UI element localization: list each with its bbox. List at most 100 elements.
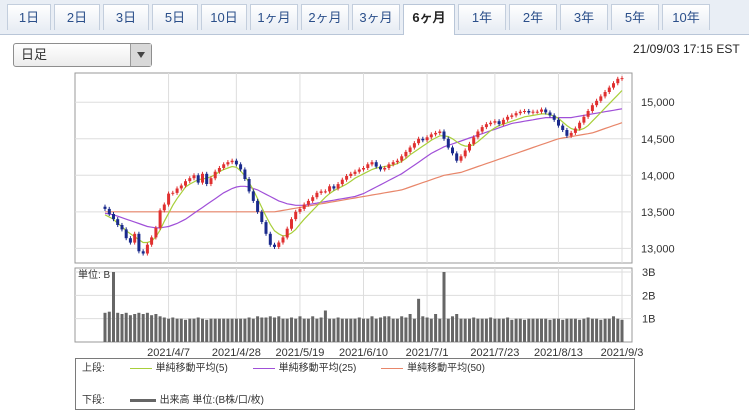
volume-bar xyxy=(315,318,319,342)
volume-bar xyxy=(353,318,357,342)
tab-6[interactable]: 2ヶ月 xyxy=(301,4,349,30)
candle xyxy=(353,171,357,174)
volume-bar xyxy=(196,317,200,342)
candle xyxy=(374,162,378,167)
interval-select-value: 日足 xyxy=(21,47,48,62)
candle xyxy=(268,233,272,245)
candle xyxy=(612,83,615,88)
chart-area: 2021/4/7 2021/4/28 2021/5/19 2021/6/10 2021/… xyxy=(74,72,675,359)
candle xyxy=(298,208,302,212)
candle xyxy=(531,111,535,113)
candle xyxy=(188,178,192,182)
candle xyxy=(234,160,238,165)
candle xyxy=(167,193,171,205)
dropdown-button[interactable] xyxy=(130,44,151,66)
candle xyxy=(535,111,539,113)
volume-bar xyxy=(171,317,175,342)
volume-bar xyxy=(438,318,442,342)
tab-10[interactable]: 2年 xyxy=(509,4,557,30)
candle xyxy=(595,100,599,106)
volume-bar xyxy=(514,318,518,342)
volume-bar xyxy=(468,318,471,342)
ma5-line xyxy=(104,90,623,244)
volume-bar xyxy=(264,317,268,342)
volume-bar xyxy=(311,316,315,342)
volume-bar xyxy=(230,318,234,342)
volume-bar xyxy=(391,318,395,342)
volume-bar xyxy=(451,316,454,342)
candle xyxy=(438,131,442,133)
tab-9[interactable]: 1年 xyxy=(458,4,506,30)
candle xyxy=(518,111,522,114)
candle xyxy=(247,179,251,192)
volume-bar xyxy=(548,319,552,342)
price-tick-label: 14,500 xyxy=(641,134,675,146)
volume-bar xyxy=(188,318,192,342)
candle xyxy=(489,122,493,125)
candle xyxy=(285,228,289,238)
volume-bar xyxy=(573,318,577,342)
volume-bar xyxy=(603,318,607,342)
interval-select[interactable]: 日足 xyxy=(13,43,152,67)
candle xyxy=(239,164,243,170)
x-tick-label: 2021/4/7 xyxy=(147,347,190,359)
legend-ma5-swatch xyxy=(129,367,152,369)
volume-bar xyxy=(565,318,569,342)
candle xyxy=(569,132,573,136)
x-tick-label: 2021/4/28 xyxy=(212,347,261,359)
tab-4[interactable]: 10日 xyxy=(201,4,247,30)
volume-bar xyxy=(256,316,260,342)
volume-bar xyxy=(620,319,624,342)
tab-5[interactable]: 1ヶ月 xyxy=(250,4,298,30)
volume-bar xyxy=(234,318,238,342)
chevron-down-icon xyxy=(137,52,145,58)
candle xyxy=(103,206,107,209)
tab-0[interactable]: 1日 xyxy=(7,4,51,30)
volume-bar xyxy=(484,318,488,342)
tab-1[interactable]: 2日 xyxy=(54,4,100,30)
legend-volume-swatch xyxy=(129,398,156,402)
volume-bar xyxy=(162,317,166,342)
volume-bar xyxy=(120,314,124,342)
tab-7[interactable]: 3ヶ月 xyxy=(352,4,400,30)
tab-3[interactable]: 5日 xyxy=(152,4,198,30)
volume-bar xyxy=(383,316,387,342)
volume-bar xyxy=(459,318,463,342)
candle xyxy=(150,237,154,245)
volume-bar xyxy=(103,312,107,342)
candle xyxy=(476,131,480,138)
volume-bar xyxy=(340,318,344,342)
candle xyxy=(201,173,204,183)
candle xyxy=(468,143,471,151)
volume-bar xyxy=(217,318,221,342)
volume-bar xyxy=(374,318,378,342)
candle xyxy=(319,191,323,193)
tab-13[interactable]: 10年 xyxy=(662,4,710,30)
volume-bar xyxy=(463,318,467,342)
volume-bar xyxy=(612,316,615,342)
tab-11[interactable]: 3年 xyxy=(560,4,608,30)
volume-bar xyxy=(590,318,594,342)
candle xyxy=(222,164,226,168)
candle xyxy=(124,229,128,239)
candle xyxy=(540,109,543,112)
candle xyxy=(527,111,531,113)
candle xyxy=(425,137,429,141)
volume-bar xyxy=(222,318,226,342)
volume-bar xyxy=(285,318,289,342)
candle xyxy=(306,200,310,205)
candle xyxy=(590,105,594,111)
candle xyxy=(116,219,120,225)
tab-2[interactable]: 3日 xyxy=(103,4,149,30)
volume-bar xyxy=(442,272,446,342)
volume-bar xyxy=(476,318,480,342)
candle xyxy=(281,237,285,243)
legend-upper-label: 上段: xyxy=(82,363,105,374)
candle xyxy=(209,178,213,184)
candle xyxy=(345,176,349,180)
tab-8[interactable]: 6ヶ月 xyxy=(403,4,455,35)
tab-12[interactable]: 5年 xyxy=(611,4,659,30)
volume-bar xyxy=(425,317,429,342)
candle xyxy=(311,197,315,201)
candle xyxy=(264,222,268,234)
